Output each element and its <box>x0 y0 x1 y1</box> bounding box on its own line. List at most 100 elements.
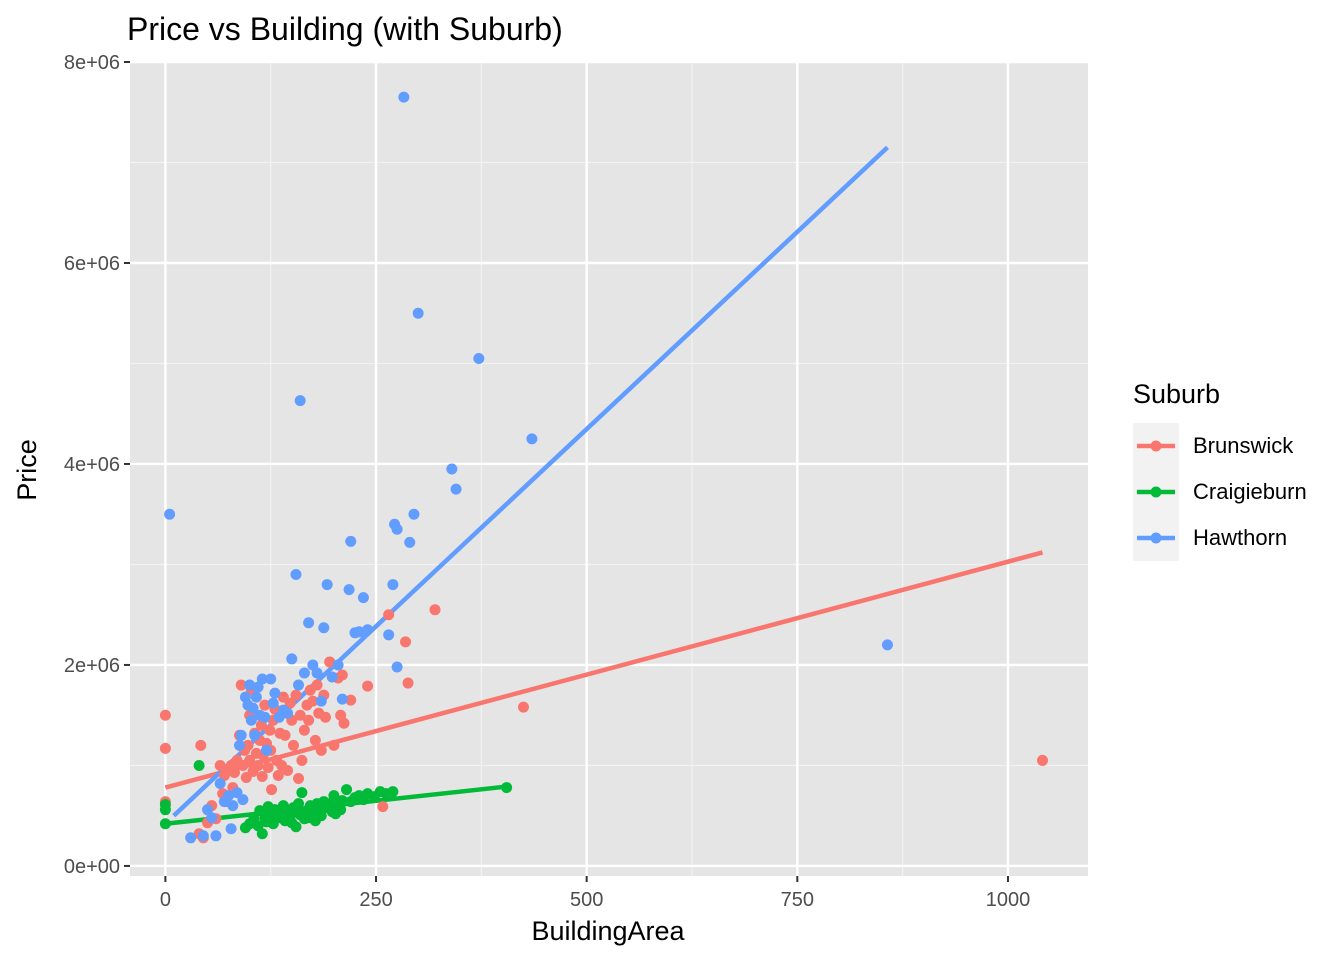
data-point <box>311 667 323 679</box>
legend-key-point <box>1150 532 1162 544</box>
data-point <box>357 592 369 604</box>
data-point <box>237 794 249 806</box>
legend-key-point <box>1150 440 1162 452</box>
data-point <box>362 680 374 692</box>
x-tick-label: 0 <box>160 889 171 911</box>
data-point <box>223 790 235 802</box>
data-point <box>242 739 254 751</box>
data-point <box>315 695 327 707</box>
data-point <box>159 818 171 830</box>
data-point <box>391 661 403 673</box>
legend-item-brunswick: Brunswick <box>1133 423 1294 469</box>
data-point <box>303 714 315 726</box>
data-point <box>517 701 529 713</box>
data-point <box>250 691 262 703</box>
data-point <box>159 742 171 754</box>
data-point <box>345 694 357 706</box>
data-point <box>214 778 226 790</box>
data-point <box>159 709 171 721</box>
data-point <box>227 800 239 812</box>
legend-label: Hawthorn <box>1193 525 1287 550</box>
data-point <box>318 622 330 634</box>
data-point <box>262 761 274 773</box>
data-point <box>185 832 197 844</box>
data-point <box>343 584 355 596</box>
data-point <box>266 784 278 796</box>
data-point <box>294 395 306 407</box>
data-point <box>404 536 416 548</box>
data-point <box>267 697 279 709</box>
data-point <box>446 463 458 475</box>
data-point <box>225 823 237 835</box>
data-point <box>159 799 171 811</box>
plot-panel <box>130 62 1088 876</box>
y-tick-label: 8e+06 <box>64 52 120 74</box>
legend-label: Craigieburn <box>1193 479 1307 504</box>
data-point <box>398 91 410 103</box>
data-point <box>473 352 485 364</box>
data-point <box>264 724 276 736</box>
data-point <box>244 754 256 766</box>
data-point <box>326 671 338 683</box>
data-point <box>881 639 893 651</box>
data-point <box>235 729 247 741</box>
data-point <box>429 604 441 616</box>
data-point <box>336 795 348 807</box>
data-point <box>307 695 319 707</box>
data-point <box>214 759 226 771</box>
data-point <box>286 653 298 665</box>
data-point <box>387 786 399 798</box>
x-tick-label: 500 <box>570 889 603 911</box>
data-point <box>293 798 305 810</box>
data-point <box>294 709 306 721</box>
data-point <box>252 759 264 771</box>
data-point <box>412 307 424 319</box>
data-point <box>282 707 294 719</box>
x-tick-label: 1000 <box>986 889 1031 911</box>
data-point <box>210 830 222 842</box>
data-point <box>319 711 331 723</box>
data-point <box>235 679 247 691</box>
legend: Suburb Brunswick Craigieburn Hawthorn <box>1133 379 1307 561</box>
data-point <box>249 729 261 741</box>
data-point <box>234 739 246 751</box>
data-point <box>284 697 296 709</box>
legend-item-hawthorn: Hawthorn <box>1133 515 1287 561</box>
data-point <box>298 667 310 679</box>
data-point <box>293 679 305 691</box>
y-tick-label: 2e+06 <box>64 655 120 677</box>
data-point <box>1037 754 1049 766</box>
data-point <box>290 821 302 833</box>
data-point <box>328 790 340 802</box>
data-point <box>303 617 315 629</box>
data-point <box>501 782 513 794</box>
y-tick-label: 0e+00 <box>64 856 120 878</box>
data-point <box>247 702 259 714</box>
axes: 0 250 500 750 1000 0e+00 2e+06 4e+06 6e+06 8e+06 <box>64 52 1030 911</box>
data-point <box>336 693 348 705</box>
data-point <box>383 629 395 641</box>
legend-key-point <box>1150 486 1162 498</box>
series-hawthorn-points <box>164 91 893 844</box>
data-point <box>526 433 538 445</box>
y-axis-title: Price <box>12 439 42 501</box>
data-point <box>287 739 299 751</box>
data-point <box>244 679 256 691</box>
data-point <box>282 764 294 776</box>
gridlines <box>130 60 1088 876</box>
data-point <box>450 483 462 495</box>
data-point <box>256 673 268 685</box>
legend-title: Suburb <box>1133 379 1220 409</box>
data-point <box>362 624 374 636</box>
data-point <box>336 669 348 681</box>
data-point <box>259 699 271 711</box>
data-point <box>256 828 268 840</box>
data-point <box>290 569 302 581</box>
data-point <box>335 804 347 816</box>
fit-line-brunswick <box>164 550 1044 790</box>
data-point <box>259 711 271 723</box>
data-point <box>206 812 218 824</box>
data-point <box>311 679 323 691</box>
data-point <box>296 787 308 799</box>
x-axis-title: BuildingArea <box>531 916 685 946</box>
